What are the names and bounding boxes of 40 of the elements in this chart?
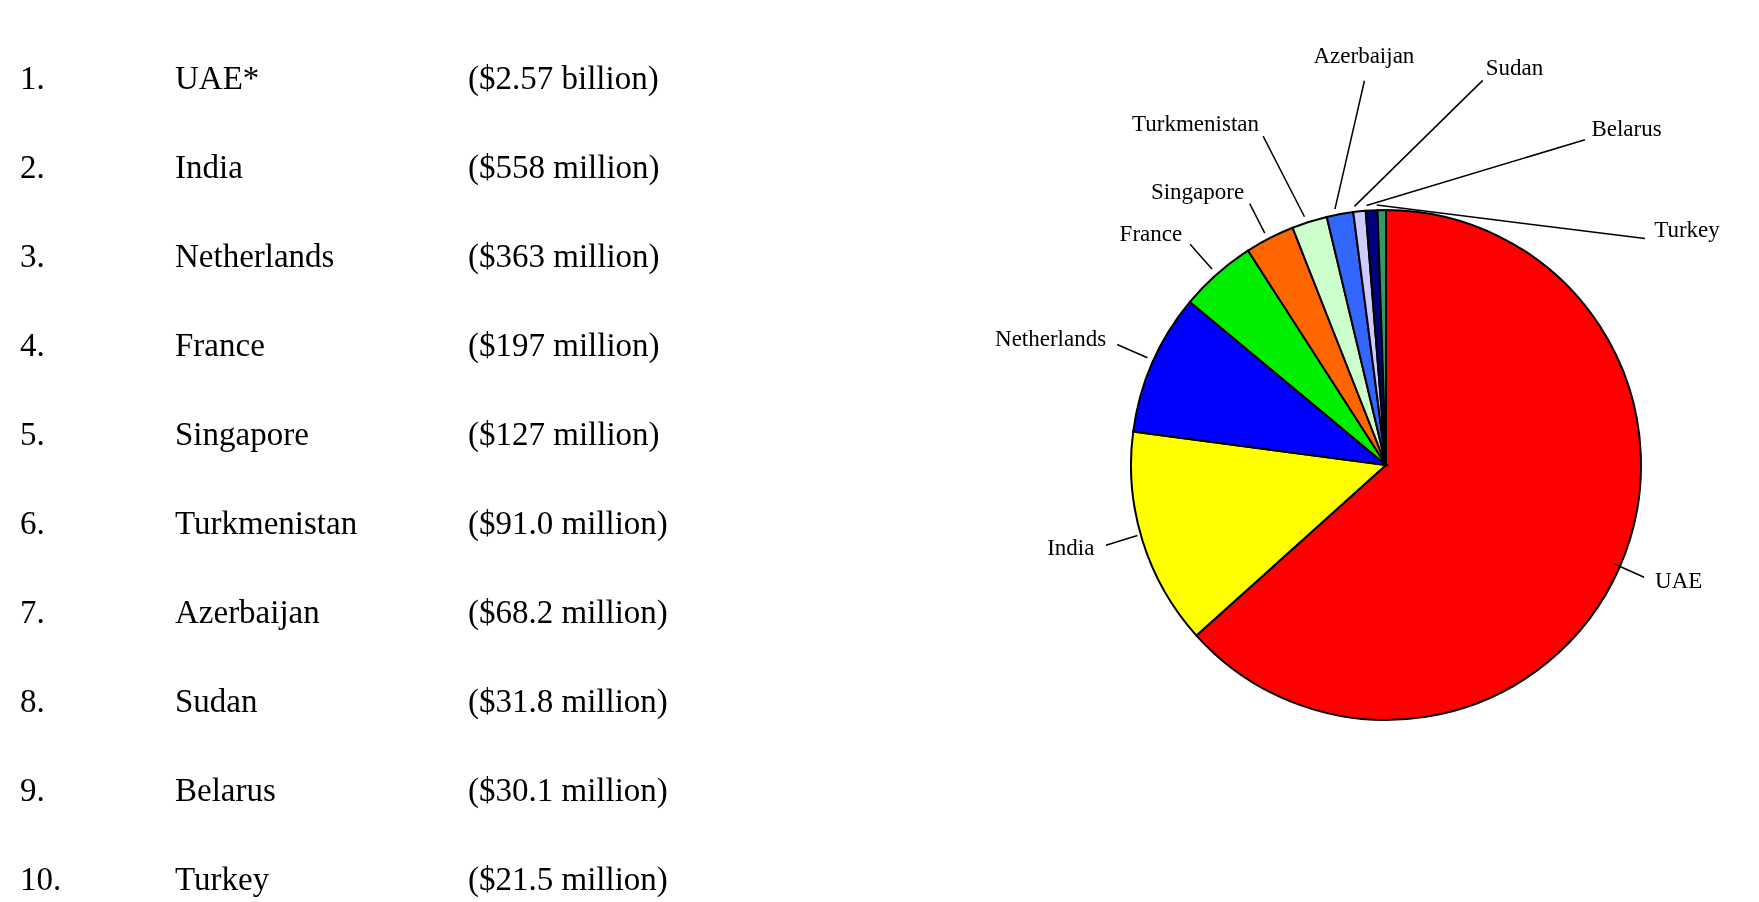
slice-label: Belarus (1591, 115, 1662, 141)
text: ($68.2 million) (468, 594, 669, 631)
text: Azerbaijan (175, 594, 321, 631)
text: 9. (20, 772, 46, 809)
text: ($2.57 billion) (468, 60, 660, 97)
text: 1. (20, 60, 46, 97)
slice-label: Singapore (1150, 179, 1245, 204)
slice-label: France (1119, 221, 1183, 247)
text: France (175, 327, 266, 364)
text: 7. (20, 594, 46, 631)
slice-label: India (1047, 534, 1095, 560)
slice-label: Sudan (1485, 54, 1544, 80)
text: ($127 million) (468, 416, 661, 453)
text: ($91.0 million) (468, 505, 669, 542)
text: Turkey (175, 861, 271, 898)
text: ($363 million) (468, 238, 661, 275)
text: ($558 million) (468, 149, 661, 186)
text: 2. (20, 149, 46, 186)
slice-label: Netherlands (995, 325, 1107, 351)
text: India (175, 149, 244, 186)
text: ($197 million) (468, 327, 661, 364)
slice-label: Turkmenistan (1132, 110, 1260, 136)
slice-label: UAE (1655, 568, 1703, 594)
text: 3. (20, 238, 46, 275)
text: Turkmenistan (175, 505, 359, 542)
text: Netherlands (175, 238, 336, 275)
text: 10. (20, 861, 63, 898)
text: UAE* (175, 60, 261, 97)
text: Singapore (175, 416, 310, 453)
text: 4. (20, 327, 46, 364)
text: ($30.1 million) (468, 772, 669, 809)
text: Sudan (175, 683, 259, 720)
slice-label: Azerbaijan (1313, 42, 1415, 68)
text: 8. (20, 683, 46, 720)
text: ($21.5 million) (468, 861, 669, 898)
text: 5. (20, 416, 46, 453)
slice-label: Turkey (1654, 216, 1721, 242)
text: 6. (20, 505, 46, 542)
text: ($31.8 million) (468, 683, 669, 720)
text: Belarus (175, 772, 277, 809)
